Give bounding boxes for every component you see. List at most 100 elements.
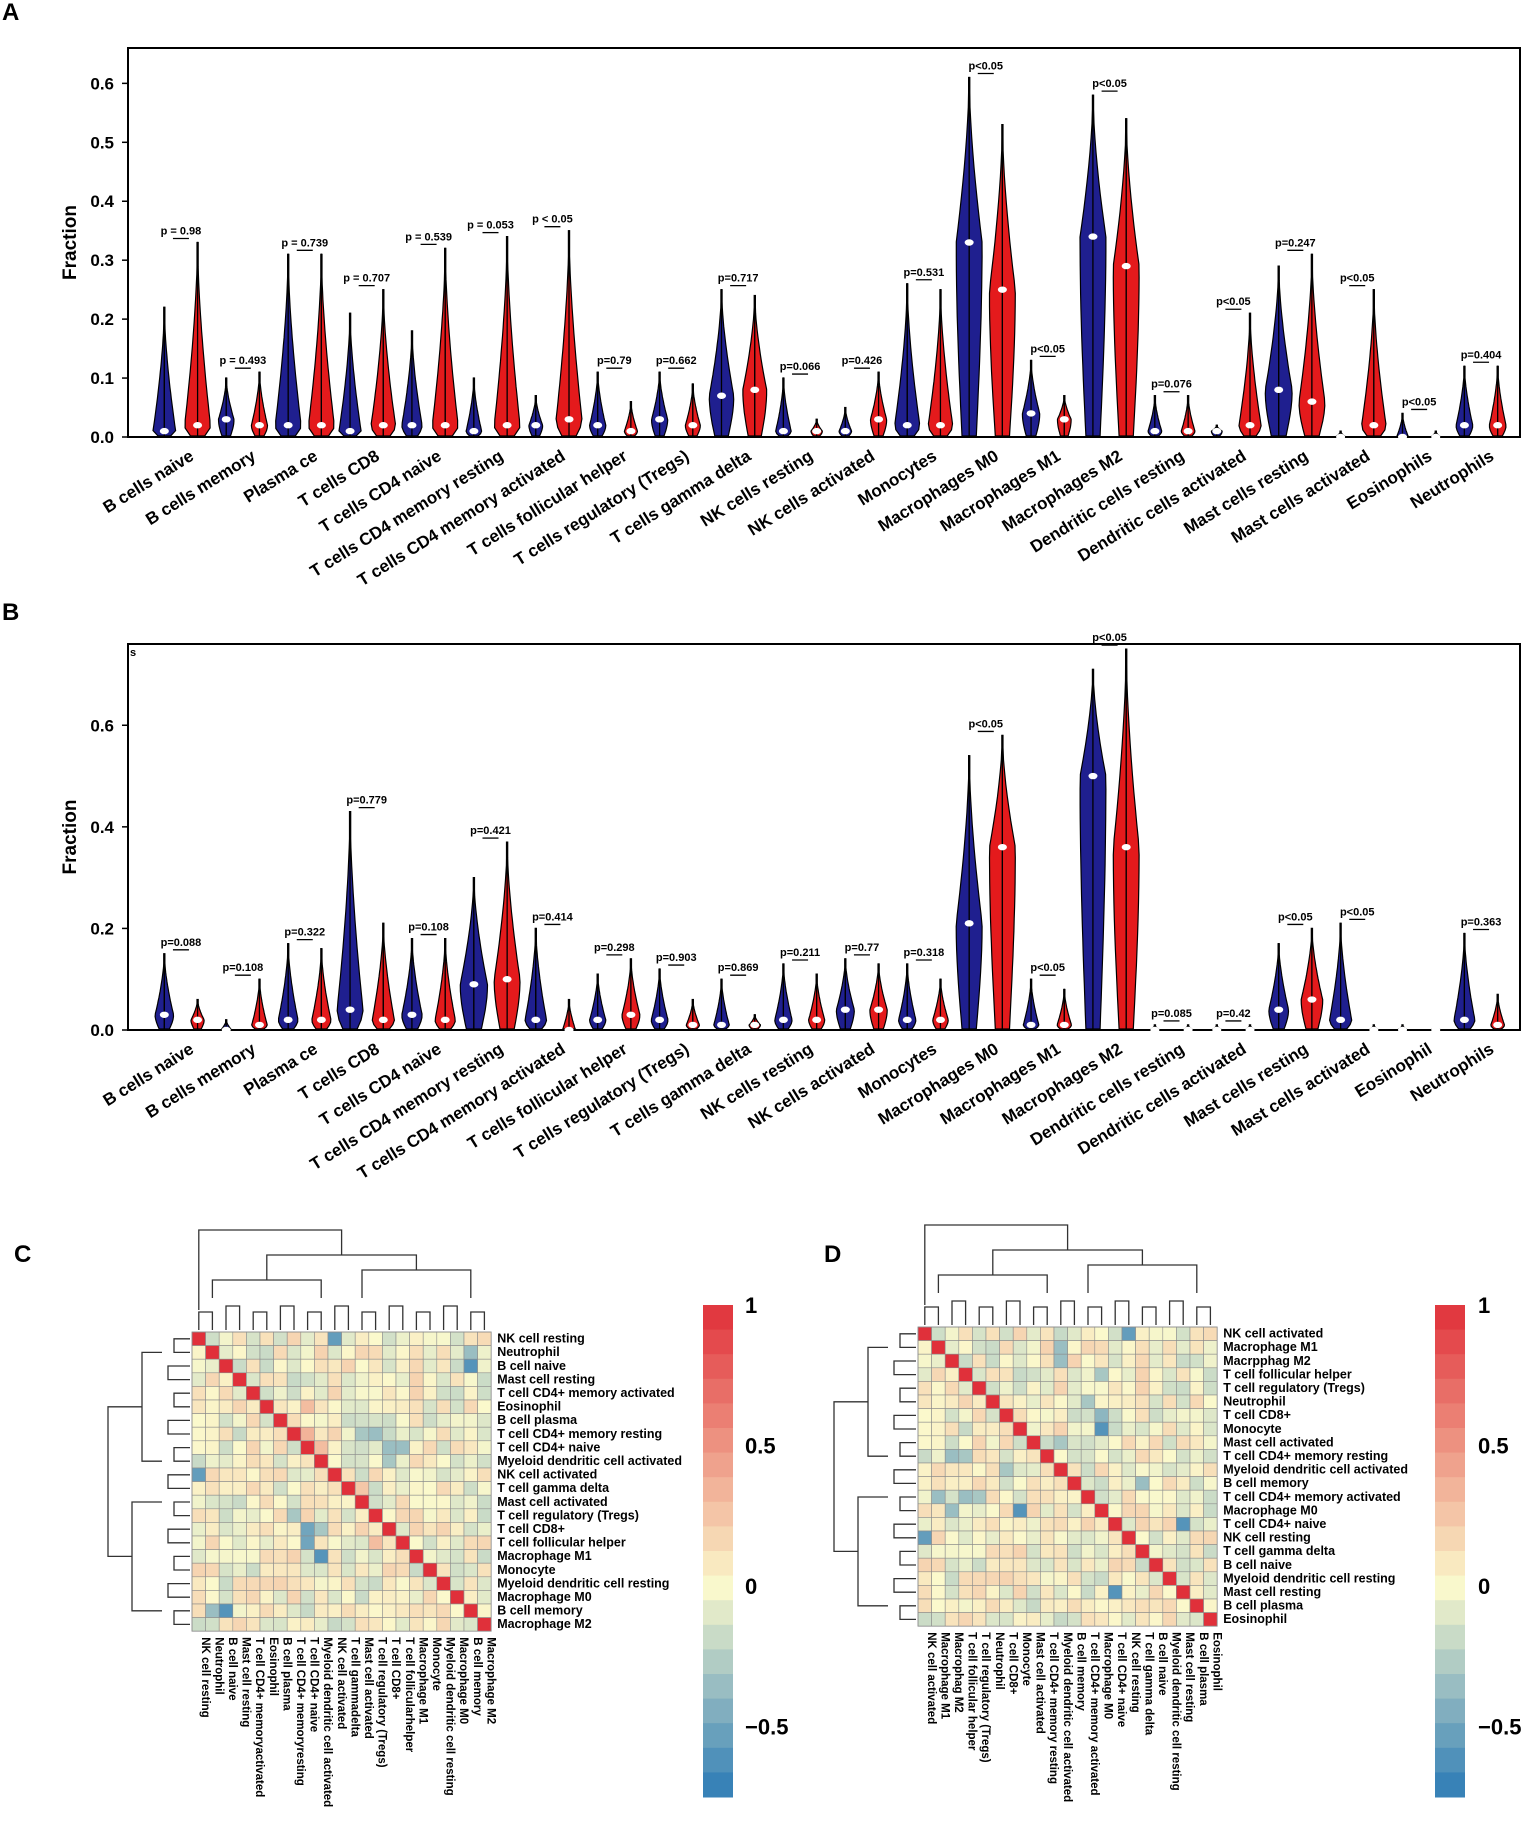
p-value-label: p=0.421 xyxy=(470,825,511,837)
heatmap-cell xyxy=(944,1571,960,1586)
heatmap-cell xyxy=(218,1494,234,1510)
heatmap-cell xyxy=(314,1467,329,1482)
heatmap-cell xyxy=(917,1394,932,1409)
heatmap-column-label: Myeloid dendritic cell resting xyxy=(444,1637,456,1795)
heatmap-cell xyxy=(917,1449,932,1464)
heatmap-cell xyxy=(1067,1381,1082,1396)
heatmap-cell xyxy=(205,1386,220,1401)
median-dot-control-nk-cells-activated xyxy=(840,1006,850,1013)
heatmap-cell xyxy=(944,1421,960,1437)
colorbar-band xyxy=(1435,1428,1465,1454)
heatmap-cell xyxy=(1053,1598,1068,1613)
heatmap-cell xyxy=(1189,1353,1204,1369)
row-dendrogram-branch xyxy=(893,1414,916,1430)
column-dendrogram-branch xyxy=(252,1311,268,1330)
violin-control-b-cells-naive xyxy=(163,953,175,1030)
heatmap-cell xyxy=(314,1508,329,1523)
heatmap-cell xyxy=(409,1467,424,1482)
heatmap-cell xyxy=(218,1399,234,1414)
heatmap-cell xyxy=(1176,1503,1191,1518)
heatmap-cell xyxy=(354,1399,370,1414)
heatmap-cell xyxy=(1026,1367,1041,1382)
median-dot-disease-t-cells-cd4-memory-resting xyxy=(502,422,512,429)
heatmap-cell xyxy=(232,1426,247,1442)
heatmap-cell xyxy=(1053,1585,1068,1600)
heatmap-cell xyxy=(1094,1353,1109,1369)
heatmap-row-label: Neutrophil xyxy=(1223,1395,1286,1409)
heatmap-cell xyxy=(1148,1557,1164,1573)
heatmap-cell xyxy=(999,1326,1014,1341)
heatmap-cell xyxy=(477,1522,492,1537)
heatmap-cell xyxy=(314,1399,329,1414)
heatmap-cell xyxy=(354,1562,370,1578)
heatmap-cell xyxy=(1148,1435,1164,1450)
column-dendrogram-branch xyxy=(924,1224,1069,1305)
heatmap-cell xyxy=(314,1345,329,1360)
heatmap-cell xyxy=(1108,1353,1123,1369)
heatmap-cell xyxy=(917,1326,932,1341)
heatmap-cell xyxy=(1135,1394,1150,1409)
heatmap-cell xyxy=(1040,1449,1055,1464)
heatmap-cell xyxy=(436,1331,451,1346)
heatmap-cell xyxy=(944,1544,960,1559)
heatmap-cell xyxy=(422,1576,438,1591)
heatmap-cell xyxy=(1067,1517,1082,1532)
heatmap-cell xyxy=(1162,1612,1177,1627)
violin-control-t-cells-cd4-memory-resting xyxy=(465,377,475,437)
y-tick-label: 0.0 xyxy=(90,428,114,447)
heatmap-column-label: NK cell resting xyxy=(1129,1632,1141,1713)
heatmap-border xyxy=(917,1326,1218,1627)
heatmap-cell xyxy=(395,1331,410,1346)
heatmap-cell xyxy=(1040,1435,1055,1450)
heatmap-cell xyxy=(286,1576,302,1591)
heatmap-row-label: T cell CD8+ xyxy=(497,1522,565,1536)
heatmap-cell xyxy=(1148,1408,1164,1423)
heatmap-cell xyxy=(259,1494,274,1510)
heatmap-cell xyxy=(1121,1530,1136,1545)
heatmap-cell xyxy=(1080,1435,1096,1450)
p-value-label: p = 0.739 xyxy=(281,237,328,249)
violin-disease-nk-cells-activated xyxy=(869,371,880,437)
heatmap-cell xyxy=(1067,1421,1082,1437)
heatmap-cell xyxy=(1080,1585,1096,1600)
violin-disease-macrophages-m2 xyxy=(1125,118,1140,437)
heatmap-cell xyxy=(1176,1449,1191,1464)
heatmap-cell xyxy=(1053,1462,1068,1477)
median-dot-disease-plasma-ce xyxy=(316,1016,326,1024)
heatmap-cell xyxy=(218,1331,234,1346)
heatmap-cell xyxy=(1189,1421,1204,1437)
heatmap-cell xyxy=(368,1345,383,1360)
colorbar-band xyxy=(1435,1698,1465,1724)
heatmap-cell xyxy=(985,1421,1000,1437)
heatmap-cell xyxy=(218,1426,234,1442)
heatmap-cell xyxy=(477,1481,492,1496)
heatmap-column-label: T cell CD4+ memory activated xyxy=(1088,1632,1100,1795)
heatmap-cell xyxy=(931,1585,946,1600)
heatmap-cell xyxy=(1026,1449,1041,1464)
heatmap-cell xyxy=(463,1454,478,1469)
heatmap-cell xyxy=(341,1413,356,1428)
median-dot-disease-t-cells-follicular-helper xyxy=(626,427,636,435)
heatmap-row-label: Monocyte xyxy=(1223,1422,1281,1436)
heatmap-column-label: Monocyte xyxy=(1020,1632,1032,1686)
heatmap-cell xyxy=(1108,1585,1123,1600)
heatmap-cell xyxy=(958,1489,973,1505)
heatmap-cell xyxy=(1094,1557,1109,1573)
heatmap-cell xyxy=(1053,1421,1068,1437)
heatmap-cell xyxy=(931,1489,946,1505)
p-value-label: p=0.404 xyxy=(1461,349,1503,361)
heatmap-cell xyxy=(931,1381,946,1396)
heatmap-cell xyxy=(354,1426,370,1442)
heatmap-cell xyxy=(463,1617,478,1632)
heatmap-cell xyxy=(1162,1585,1177,1600)
heatmap-cell xyxy=(450,1535,465,1550)
violin-control-monocytes xyxy=(897,963,908,1030)
heatmap-cell xyxy=(422,1467,438,1482)
violin-control-b-cells-naive xyxy=(163,306,177,437)
heatmap-cell xyxy=(1053,1449,1068,1464)
heatmap-cell xyxy=(944,1408,960,1423)
heatmap-cell xyxy=(436,1562,451,1578)
heatmap-cell xyxy=(1108,1530,1123,1545)
heatmap-cell xyxy=(1108,1462,1123,1477)
median-dot-disease-t-cells-cd8 xyxy=(378,1016,388,1024)
